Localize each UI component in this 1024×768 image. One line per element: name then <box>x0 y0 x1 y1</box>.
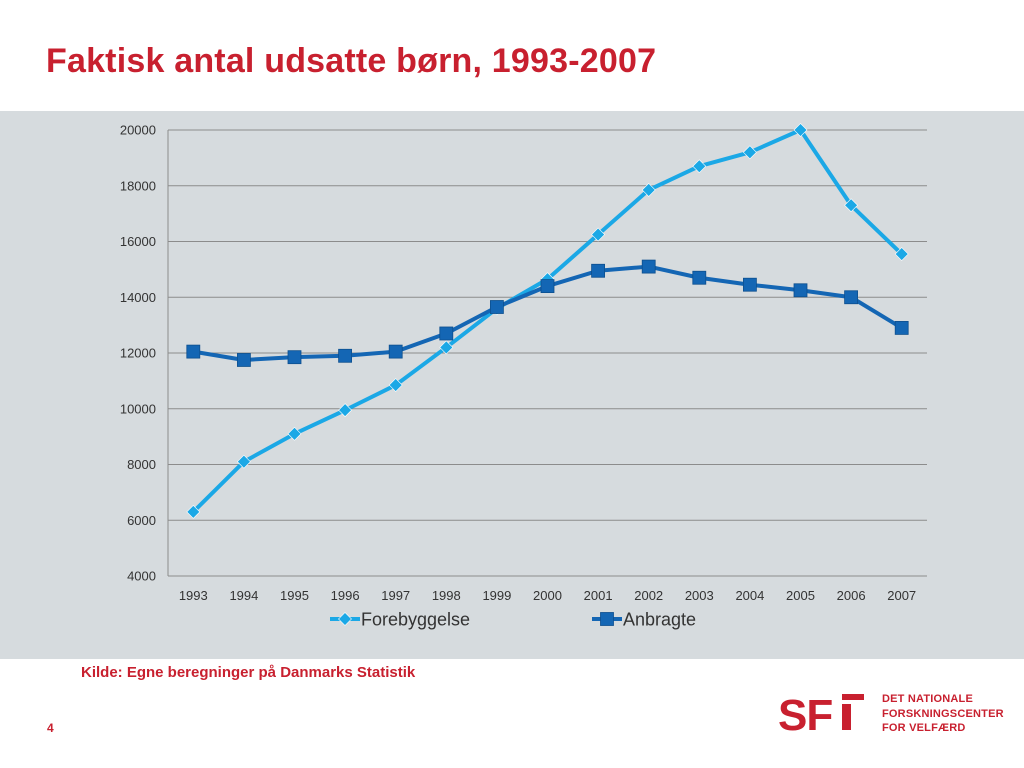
x-tick-label: 2007 <box>887 588 916 603</box>
data-point-square <box>388 344 403 359</box>
data-point-diamond <box>236 454 251 469</box>
data-point-square <box>287 350 302 365</box>
y-tick-label: 16000 <box>120 234 156 249</box>
data-point-square <box>894 321 909 335</box>
data-point-diamond <box>844 198 859 213</box>
series-anbragte <box>186 259 909 367</box>
data-point-square <box>591 263 605 278</box>
data-point-diamond <box>793 123 808 137</box>
data-point-square <box>338 348 353 363</box>
data-point-diamond <box>692 159 707 174</box>
data-point-square <box>692 270 707 285</box>
series-forebyggelse <box>186 123 909 519</box>
data-point-square <box>186 344 201 359</box>
y-tick-label: 4000 <box>127 569 156 584</box>
chart-panel: 4000 6000 8000 10000 12000 14000 16000 18000 200… <box>0 111 1024 659</box>
x-tick-label: 2000 <box>533 588 562 603</box>
slide-title: Faktisk antal udsatte børn, 1993-2007 <box>46 42 657 80</box>
logo-text: DET NATIONALE FORSKNINGSCENTER FOR VELFÆ… <box>882 692 1004 736</box>
data-point-diamond <box>742 145 757 160</box>
x-tick-label: 1999 <box>482 588 511 603</box>
data-point-square <box>540 279 555 294</box>
legend-label: Anbragte <box>623 610 696 630</box>
sfi-logo: SF DET NATIONALE FORSKNINGSCENTER FOR VE… <box>778 690 1008 738</box>
x-tick-label: 2003 <box>685 588 714 603</box>
data-point-square <box>236 353 251 367</box>
data-point-square <box>641 259 656 274</box>
y-tick-label: 18000 <box>120 178 156 193</box>
y-tick-label: 8000 <box>127 457 156 472</box>
x-tick-label: 2002 <box>634 588 663 603</box>
data-point-diamond <box>894 247 909 261</box>
data-point-diamond <box>641 183 656 197</box>
source-note: Kilde: Egne beregninger på Danmarks Stat… <box>81 664 416 681</box>
x-tick-label: 2006 <box>837 588 866 603</box>
data-point-square <box>743 277 757 292</box>
data-point-diamond <box>287 426 302 441</box>
legend-label: Forebyggelse <box>361 610 470 630</box>
x-tick-label: 2005 <box>786 588 815 603</box>
data-point-diamond <box>439 340 454 355</box>
legend-marker <box>338 612 352 626</box>
x-tick-label: 1998 <box>432 588 461 603</box>
x-tick-label: 2004 <box>735 588 764 603</box>
x-tick-label: 1993 <box>179 588 208 603</box>
y-tick-label: 12000 <box>120 346 156 361</box>
logo-text-line: FOR VELFÆRD <box>882 722 966 734</box>
series-line <box>191 128 904 514</box>
y-tick-label: 14000 <box>120 290 156 305</box>
data-point-diamond <box>338 403 353 418</box>
data-point-square <box>844 290 858 305</box>
x-tick-label: 1995 <box>280 588 309 603</box>
data-point-square <box>793 283 808 298</box>
logo-text-line: DET NATIONALE <box>882 693 974 705</box>
data-point-square <box>439 326 454 341</box>
x-tick-label: 1994 <box>229 588 258 603</box>
legend-item: Forebyggelse <box>330 610 470 630</box>
legend-item: Anbragte <box>592 610 696 630</box>
data-point-diamond <box>388 378 403 392</box>
x-tick-label: 1996 <box>331 588 360 603</box>
data-point-diamond <box>186 504 201 519</box>
data-point-diamond <box>591 227 606 242</box>
y-tick-label: 6000 <box>127 513 156 528</box>
legend-marker <box>600 612 614 626</box>
sfi-logo-mark: SF <box>778 691 864 738</box>
line-chart: 4000 6000 8000 10000 12000 14000 16000 18000 200… <box>120 123 927 630</box>
logo-text-line: FORSKNINGSCENTER <box>882 707 1004 720</box>
x-tick-label: 1997 <box>381 588 410 603</box>
page-number: 4 <box>47 721 54 735</box>
x-tick-label: 2001 <box>584 588 613 603</box>
y-tick-label: 20000 <box>120 123 156 138</box>
svg-text:SF: SF <box>778 691 832 738</box>
data-point-square <box>489 300 504 314</box>
y-tick-label: 10000 <box>120 401 156 416</box>
